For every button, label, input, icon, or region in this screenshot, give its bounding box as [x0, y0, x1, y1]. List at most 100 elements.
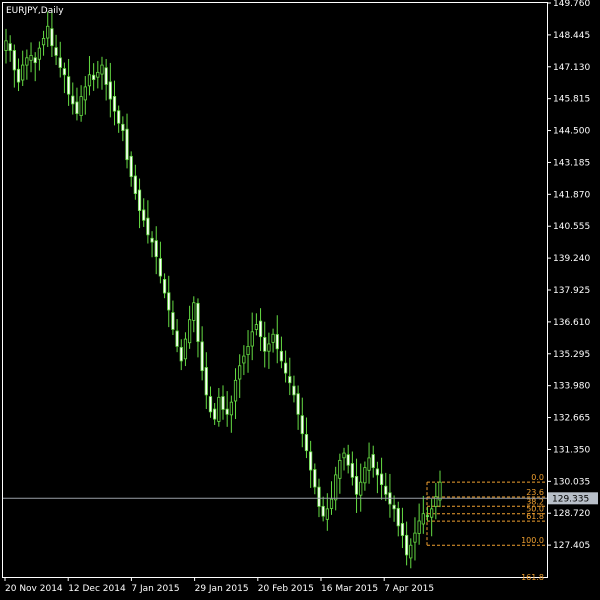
candle [288, 357, 292, 396]
fib-level-label-5: 100.0 [521, 536, 544, 545]
candle [396, 501, 400, 537]
fib-level-label-3: 50.0 [526, 505, 544, 514]
candle-body [250, 331, 254, 347]
fib-level-label-ext: 161.8 [521, 573, 544, 582]
candle [196, 298, 200, 358]
candle [271, 328, 275, 353]
price-axis: 149.760 148.445 147.130 145.815 144.500 143.1… [547, 0, 590, 551]
candle [309, 440, 313, 488]
candle-body [309, 451, 313, 471]
candle-body [375, 468, 380, 476]
candle [221, 385, 225, 420]
candle [421, 495, 425, 534]
candle-body [188, 319, 192, 344]
candle-body [162, 279, 167, 294]
candle-body [179, 347, 183, 362]
candle [425, 507, 430, 522]
price-tick-label-3: 145.815 [553, 95, 590, 105]
time-tick-label-6: 7 Apr 2015 [384, 584, 434, 594]
price-tick-label-16: 128.720 [553, 509, 590, 519]
candle-body [104, 67, 108, 85]
price-tick-label-4: 144.500 [553, 127, 590, 137]
candle [229, 395, 233, 433]
candle-body [192, 302, 196, 321]
candle-body [50, 28, 54, 47]
candle [405, 521, 409, 566]
candle-body [254, 324, 258, 330]
candle [50, 9, 54, 58]
candle [300, 397, 304, 448]
candle [33, 52, 37, 82]
candle-body [208, 396, 213, 413]
candle-body [142, 209, 146, 221]
candle [75, 87, 79, 121]
candle-body [79, 96, 83, 116]
chart-title: EURJPY,Daily [6, 6, 64, 16]
candle-body [12, 50, 16, 71]
candle-body [175, 330, 179, 347]
candle [87, 56, 92, 96]
candle [79, 85, 83, 122]
candle-body [300, 415, 304, 435]
candle-body [313, 469, 317, 488]
candle [142, 198, 146, 227]
candle-body [225, 408, 229, 415]
candle-body [430, 508, 434, 518]
candle-body [196, 302, 200, 342]
candle-body [417, 520, 421, 534]
candle-body [46, 25, 50, 39]
candle [104, 58, 108, 101]
candle [150, 231, 154, 258]
candle-body [246, 345, 250, 356]
candle-body [87, 74, 92, 87]
current-price-line: 129.335 [3, 492, 598, 505]
candle [167, 275, 171, 328]
candle-body [359, 481, 363, 496]
candle-body [83, 86, 87, 101]
candle-body [8, 43, 12, 51]
candle-body [317, 486, 321, 507]
price-tick-label-8: 139.240 [553, 254, 590, 264]
candle-body [100, 64, 104, 75]
candle-body [146, 217, 150, 236]
candle [54, 34, 58, 66]
candle [254, 313, 258, 336]
candle-body [405, 534, 409, 556]
candle [92, 63, 96, 91]
candle-body [108, 81, 112, 100]
price-tick-label-7: 140.555 [553, 222, 590, 232]
candle [29, 42, 33, 73]
candle [342, 447, 346, 471]
candle [71, 82, 75, 115]
candle [137, 178, 142, 229]
candle-body [92, 74, 96, 81]
candlestick-series [4, 9, 442, 569]
candle [313, 463, 317, 495]
price-tick-label-11: 135.295 [553, 350, 590, 360]
candle [325, 493, 329, 531]
candle-body [384, 485, 388, 495]
candle [263, 321, 267, 368]
candle [162, 273, 167, 299]
candle [417, 503, 421, 545]
candle-body [41, 38, 46, 46]
candle [183, 332, 188, 367]
candle [158, 241, 163, 284]
candle [188, 305, 192, 349]
candle-body [329, 498, 334, 509]
candle-body [204, 367, 208, 396]
candle [246, 330, 250, 373]
candle [238, 354, 242, 398]
candle-body [413, 532, 417, 543]
candle-body [304, 434, 309, 452]
candle-body [129, 155, 133, 178]
candle-body [438, 481, 442, 501]
candle-body [221, 396, 225, 410]
candle [46, 11, 50, 47]
candle-body [54, 47, 58, 56]
candle [321, 496, 325, 522]
candle-body [4, 40, 8, 51]
candle [37, 41, 41, 71]
candle [204, 352, 208, 410]
